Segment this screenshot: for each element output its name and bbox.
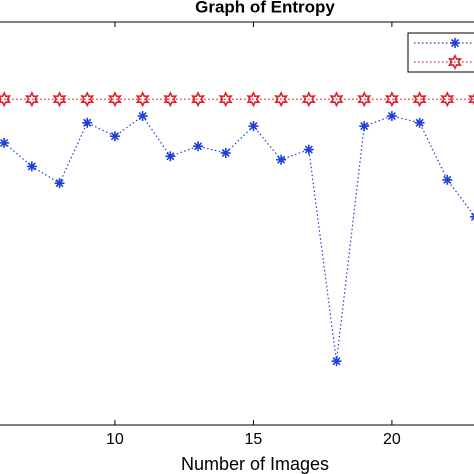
marker — [248, 121, 259, 132]
marker — [331, 356, 342, 367]
legend-marker — [448, 53, 462, 71]
marker — [468, 93, 474, 106]
marker — [109, 131, 120, 142]
marker-stroke — [443, 175, 452, 184]
marker-stroke — [387, 111, 396, 121]
marker — [274, 91, 289, 108]
marker — [137, 111, 148, 122]
marker — [163, 91, 178, 108]
marker — [303, 144, 314, 155]
marker — [470, 212, 474, 221]
marker-stroke — [470, 216, 474, 221]
x-axis-label: Number of Images — [181, 454, 329, 474]
marker — [218, 91, 233, 108]
axes-box — [0, 21, 474, 426]
marker — [276, 154, 287, 165]
data-line — [3, 115, 474, 362]
marker-stroke — [450, 38, 460, 48]
marker — [26, 161, 37, 172]
marker — [359, 121, 370, 132]
chart-title: Graph of Entropy — [195, 0, 335, 16]
marker-stroke — [166, 152, 175, 161]
marker — [24, 91, 39, 108]
marker-stroke — [138, 111, 147, 121]
marker-stroke — [83, 118, 92, 127]
marker — [412, 91, 427, 108]
x-tick-label: 20 — [383, 431, 401, 448]
marker-stroke — [193, 142, 203, 151]
marker — [0, 91, 12, 108]
marker — [414, 117, 425, 128]
legend-box — [407, 32, 474, 73]
marker — [357, 91, 372, 108]
marker — [80, 91, 95, 108]
marker-stroke — [110, 132, 120, 141]
marker — [191, 91, 205, 108]
marker-stroke — [55, 179, 64, 188]
marker — [82, 117, 93, 128]
x-tick-label: 10 — [106, 431, 124, 448]
marker — [52, 91, 67, 108]
marker-stroke — [27, 162, 36, 171]
marker-stroke — [221, 148, 230, 158]
marker — [442, 174, 453, 185]
marker-stroke — [249, 122, 258, 131]
marker — [440, 91, 455, 108]
marker — [246, 91, 261, 108]
legend — [407, 32, 474, 73]
series — [0, 111, 474, 367]
marker — [193, 141, 204, 152]
marker — [329, 91, 344, 108]
marker-stroke — [470, 212, 474, 217]
marker-stroke — [304, 145, 313, 154]
marker-stroke — [277, 155, 286, 164]
marker-stroke — [415, 118, 424, 127]
marker — [108, 91, 122, 108]
marker — [384, 91, 399, 108]
x-tick-label: 15 — [245, 431, 263, 448]
marker-stroke — [0, 138, 9, 147]
marker — [386, 111, 397, 122]
marker-stroke — [360, 122, 369, 131]
marker-stroke — [332, 357, 341, 366]
series — [0, 91, 474, 108]
marker — [165, 151, 176, 162]
marker — [0, 137, 10, 148]
legend-marker — [450, 38, 460, 48]
marker — [301, 91, 316, 108]
marker — [135, 91, 150, 108]
marker — [220, 147, 231, 158]
marker — [54, 178, 65, 189]
